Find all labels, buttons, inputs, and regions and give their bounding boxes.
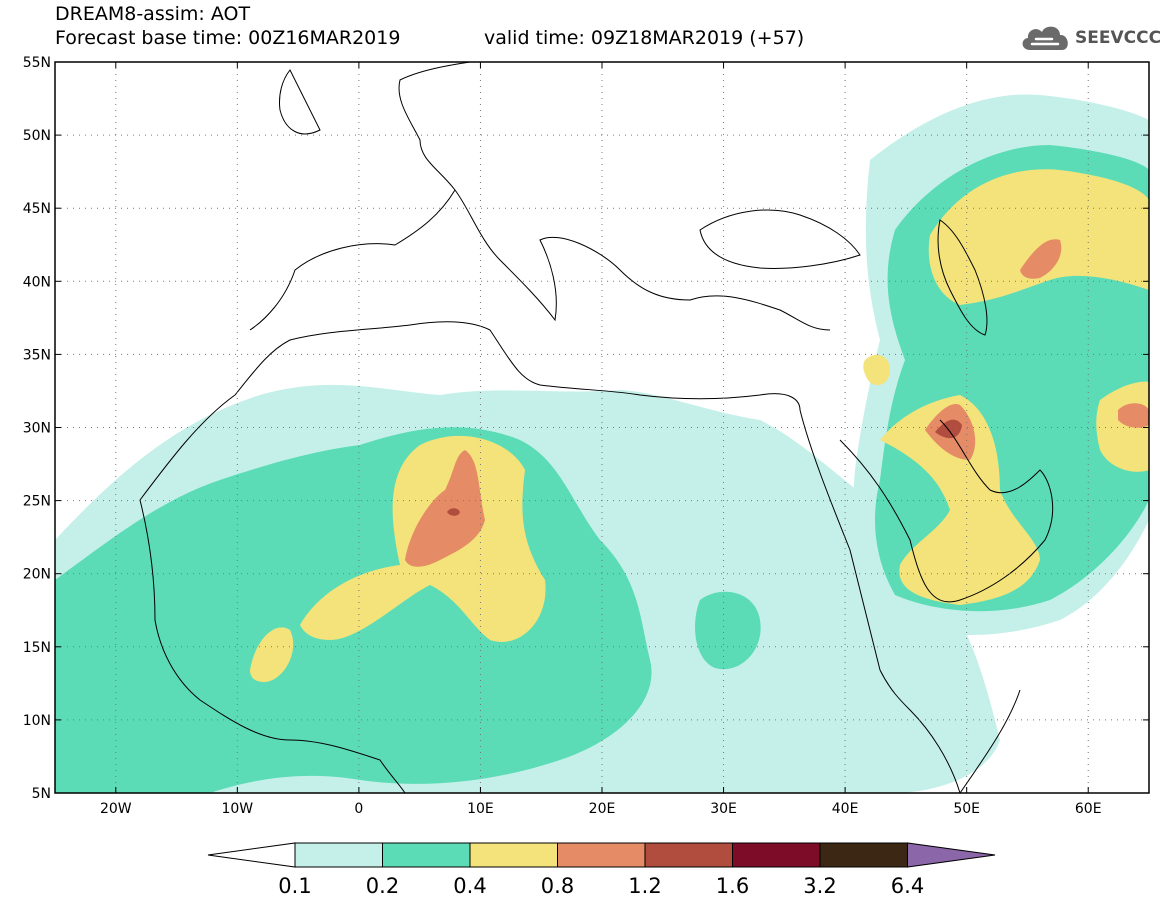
lon-tick-label: 20E [589,801,616,817]
aot-band-1.2-gulf [935,419,962,439]
lat-tick-label: 50N [23,128,51,144]
coastline-black-sea [699,209,861,269]
aot-band-0.8-iran [1118,403,1149,428]
coastline-britain [279,69,321,135]
colorbar-above-triangle [907,842,996,868]
colorbar-segment [382,842,471,868]
colorbar-segment [819,842,908,868]
aot-band-0.4-caspian [928,169,1149,305]
colorbar: 0.1 0.2 0.4 0.8 1.2 1.6 3.2 6.4 [207,842,996,898]
aot-band-1.2-sahara [447,508,460,516]
lon-tick-label: 10W [221,801,253,817]
aot-band-0.2-east-africa [695,591,761,670]
lat-tick-label: 25N [23,494,51,510]
lat-tick-label: 15N [23,640,51,656]
coastline-west-africa [139,499,406,793]
lat-tick-label: 30N [23,421,51,437]
lon-tick-label: 40E [832,801,859,817]
logo-text: SEEVCCC [1075,28,1162,48]
map-grid [55,62,1149,793]
coastline-red-sea [799,409,961,793]
coastline-arabia [839,419,1054,603]
map-title: DREAM8-assim: AOT [55,3,251,25]
aot-band-0.4-iraq [863,354,890,386]
colorbar-label: 1.2 [628,874,661,898]
lat-tick-label: 10N [23,713,51,729]
valid-time: valid time: 09Z18MAR2019 (+57) [484,27,805,49]
colorbar-segment [644,842,733,868]
colorbar-segment [557,842,646,868]
lon-tick-label: 0 [354,801,363,817]
forecast-base-time: Forecast base time: 00Z16MAR2019 [55,27,401,49]
lon-tick-label: 60E [1075,801,1102,817]
colorbar-segment [732,842,821,868]
lat-tick-label: 40N [23,274,51,290]
colorbar-below-triangle [207,842,296,868]
aot-field [55,94,1149,793]
aot-band-0.8-sahara [405,450,485,567]
coastlines [139,62,1054,793]
colorbar-label: 3.2 [803,874,836,898]
colorbar-label: 1.6 [716,874,749,898]
lat-tick-label: 5N [32,786,51,802]
coastline-europe [249,62,471,331]
aot-band-0.8-aral [1020,239,1062,279]
lon-tick-label: 50E [953,801,980,817]
lon-tick-label: 30E [710,801,737,817]
lon-tick-label: 20W [100,801,132,817]
colorbar-label: 0.8 [541,874,574,898]
coastline-mediterranean-north [454,189,831,331]
lon-tick-label: 10E [467,801,494,817]
cloud-icon [1022,26,1068,50]
colorbar-segment [469,842,558,868]
seevccc-logo: SEEVCCC [1018,20,1162,58]
colorbar-label: 0.4 [453,874,486,898]
colorbar-label: 6.4 [891,874,924,898]
coastline-north-africa [139,321,801,501]
lat-tick-label: 35N [23,347,51,363]
colorbar-label: 0.2 [366,874,399,898]
lat-tick-label: 45N [23,201,51,217]
colorbar-segment [294,842,383,868]
colorbar-label: 0.1 [278,874,311,898]
axis-ticks: 55N 50N 45N 40N 35N 30N 25N 20N 15N 10N 5N 20W 10W 0 1… [23,55,1149,817]
aot-band-0.4-gulf [880,395,1040,605]
aot-band-0.4-sahel [250,627,294,682]
coastline-caspian [937,219,988,336]
aot-band-0.2-west [55,669,228,793]
lat-tick-label: 55N [23,55,51,71]
coastline-east-africa [959,689,1021,793]
lat-tick-label: 20N [23,567,51,583]
